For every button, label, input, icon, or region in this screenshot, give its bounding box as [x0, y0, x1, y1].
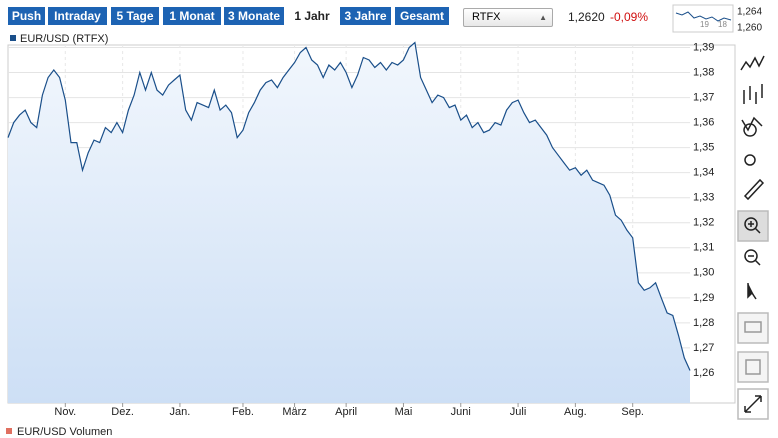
price: 1,2620: [568, 10, 605, 24]
y-tick-label: 1,27: [693, 342, 714, 354]
y-tick-label: 1,29: [693, 292, 714, 304]
range-button[interactable]: 5 Tage: [111, 7, 159, 25]
line: [7, 41, 691, 371]
icon-zoom-in-bg[interactable]: [737, 210, 769, 242]
range-button[interactable]: Push: [8, 7, 45, 25]
mini-x-label: 18: [718, 20, 727, 29]
y-tick-label: 1,38: [693, 66, 714, 78]
y-tick-label: 1,31: [693, 242, 714, 254]
y-tick-label: 1,39: [693, 41, 714, 53]
exchange: RTFX: [472, 11, 501, 23]
y-tick-label: 1,36: [693, 117, 714, 129]
icon-compare[interactable]: [741, 116, 763, 137]
y-tick-label: 1,37: [693, 91, 714, 103]
range-button[interactable]: 1 Jahr: [288, 7, 336, 25]
icon-pointer[interactable]: [747, 283, 757, 300]
range-button[interactable]: 3 Monate: [224, 7, 284, 25]
range-button[interactable]: Intraday: [48, 7, 107, 25]
x-tick-label: Juli: [510, 406, 527, 418]
range-button[interactable]: 1 Monat: [163, 7, 221, 25]
side-toolbar: [737, 55, 769, 420]
y-tick-label: 1,30: [693, 267, 714, 279]
x-tick-label: Mai: [395, 406, 413, 418]
y-tick-label: 1,32: [693, 217, 714, 229]
mini-y-label: 1,264: [737, 7, 762, 18]
exchange-select[interactable]: RTFX ▲: [463, 8, 553, 27]
x-tick-label: Dez.: [111, 406, 134, 418]
footer-swatch: [6, 428, 12, 434]
range-button[interactable]: 3 Jahre: [340, 7, 391, 25]
change: -0,09%: [610, 10, 649, 24]
x-tick-label: Jan.: [170, 406, 191, 418]
icon-print[interactable]: [737, 312, 769, 344]
legend-label: EUR/USD (RTFX): [20, 33, 108, 45]
mini-x-label: 19: [700, 20, 709, 29]
y-tick-label: 1,34: [693, 167, 714, 179]
x-tick-label: März: [282, 406, 306, 418]
icon-line[interactable]: [740, 55, 765, 71]
y-tick-label: 1,33: [693, 192, 714, 204]
icon-draw[interactable]: [743, 178, 765, 201]
y-tick-label: 1,26: [693, 367, 714, 379]
icon-ohlc[interactable]: [743, 84, 763, 104]
icon-save[interactable]: [737, 351, 769, 383]
x-tick-label: Sep.: [621, 406, 644, 418]
select-arrow: ▲: [539, 13, 547, 22]
range-button[interactable]: Gesamt: [395, 7, 449, 25]
x-tick-label: Nov.: [54, 406, 76, 418]
legend-swatch: [10, 35, 16, 41]
x-tick-label: Aug.: [564, 406, 587, 418]
footer-legend: EUR/USD Volumen: [17, 426, 112, 438]
area: [8, 42, 690, 403]
y-tick-label: 1,28: [693, 317, 714, 329]
icon-settings[interactable]: [744, 154, 756, 166]
x-tick-label: April: [335, 406, 357, 418]
y-tick-label: 1,35: [693, 142, 714, 154]
x-tick-label: Juni: [451, 406, 471, 418]
mini-chart-line: [675, 11, 732, 22]
x-tick-label: Feb.: [232, 406, 254, 418]
mini-y-label: 1,260: [737, 23, 762, 34]
